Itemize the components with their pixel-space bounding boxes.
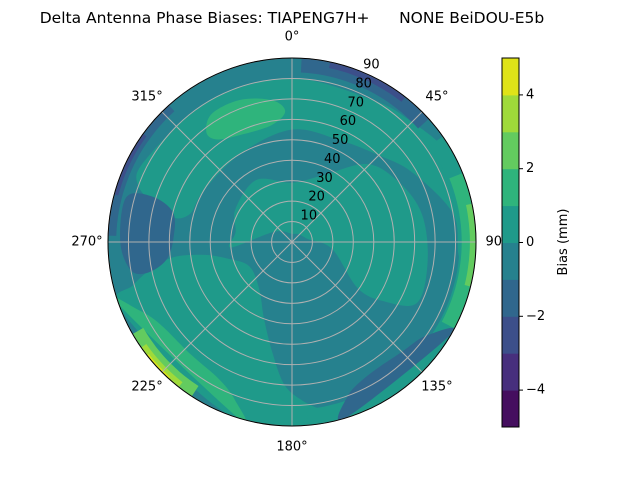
colorbar-segment [502, 279, 519, 317]
contour-region [337, 327, 455, 421]
contour-region [108, 105, 175, 236]
contour-region [306, 136, 476, 426]
colorbar-segment [502, 390, 519, 428]
polar-frame [107, 57, 477, 427]
angle-gridline [291, 241, 423, 373]
contour-region [132, 327, 199, 397]
angle-tick-label: 45° [425, 90, 448, 105]
radial-tick-labels: 10 20 30 40 50 60 70 80 90 [301, 58, 380, 224]
colorbar: −4 −2 0 2 4 [501, 57, 545, 428]
angle-gridline [291, 111, 423, 243]
radial-tick-label: 30 [316, 171, 333, 186]
angle-gridline [161, 241, 293, 373]
colorbar-segment [502, 131, 519, 170]
radial-tick-label: 20 [308, 190, 325, 205]
contour-region [141, 344, 183, 387]
angle-tick-label: 180° [276, 440, 307, 455]
polar-grid [107, 57, 477, 427]
contour-region [114, 133, 147, 196]
radial-tick-label: 40 [324, 152, 341, 167]
contour-region [114, 297, 247, 423]
radial-tick-label: 10 [301, 209, 318, 224]
angle-tick-label: 0° [285, 30, 300, 45]
colorbar-segment [502, 242, 519, 280]
radial-tick-label: 90 [363, 58, 380, 73]
angle-gridline [161, 111, 293, 243]
colorbar-tick-label: 2 [526, 161, 534, 176]
contour-region [300, 58, 429, 129]
angle-tick-label: 225° [131, 379, 162, 394]
colorbar-segment [502, 58, 519, 96]
radial-tick-label: 70 [347, 95, 364, 110]
contour-region [329, 62, 406, 102]
contour-region [120, 193, 176, 275]
angle-tick-label: 315° [131, 90, 162, 105]
radial-tick-label: 50 [332, 133, 349, 148]
colorbar-segment [502, 353, 519, 391]
contour-region [228, 163, 428, 306]
colorbar-tick-label: 4 [526, 87, 534, 102]
contour-region [147, 354, 171, 379]
angle-tick-label: 270° [71, 235, 102, 250]
chart-title: Delta Antenna Phase Biases: TIAPENG7H+ N… [40, 9, 544, 27]
contour-region [206, 98, 286, 140]
angle-tick-labels: 0°45°90°135°180°225°270°315° [71, 30, 508, 455]
colorbar-segment [502, 94, 519, 133]
contour-region [115, 254, 334, 426]
colorbar-segment [502, 316, 519, 354]
colorbar-segment [502, 168, 519, 207]
colorbar-segment [502, 205, 519, 243]
colorbar-label: Bias (mm) [556, 209, 571, 276]
colorbar-tick-label: −4 [526, 383, 545, 398]
contour-region [464, 203, 476, 287]
colorbar-tick-label: 0 [526, 235, 534, 250]
radial-tick-label: 80 [355, 76, 372, 91]
colorbar-tick-label: −2 [526, 309, 545, 324]
radial-tick-label: 60 [340, 114, 357, 129]
angle-tick-label: 135° [421, 379, 452, 394]
